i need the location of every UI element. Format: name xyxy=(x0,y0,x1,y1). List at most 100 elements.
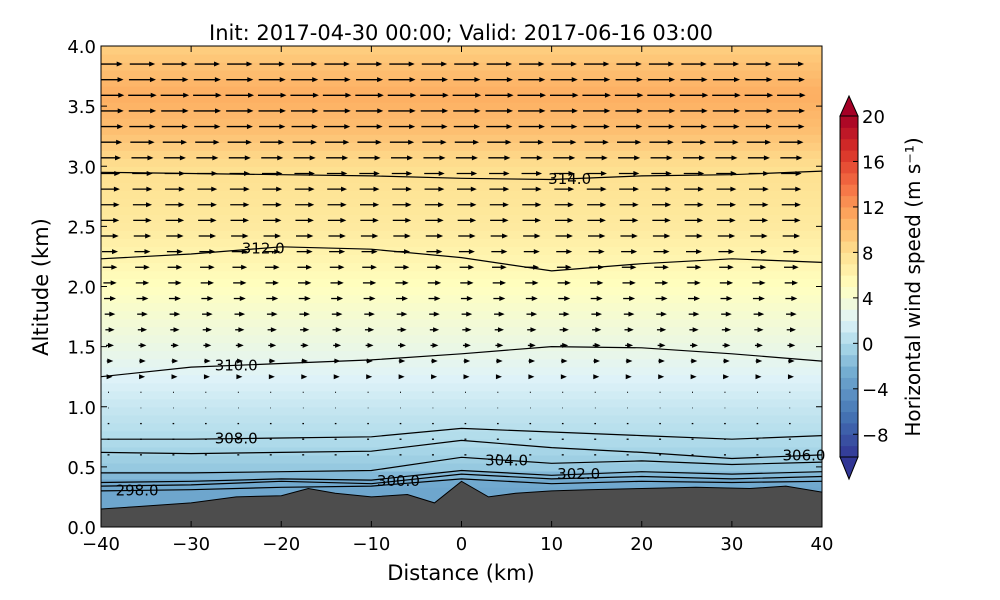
wind-arrow xyxy=(202,311,213,317)
wind-arrow xyxy=(615,108,643,114)
wind-arrow xyxy=(424,202,445,208)
colorbar-segment xyxy=(840,377,858,390)
wind-arrow xyxy=(300,327,310,333)
wind-arrow xyxy=(265,280,279,286)
wind-arrow xyxy=(690,374,697,380)
wind-arrow xyxy=(520,155,543,161)
wind-arrow xyxy=(723,358,730,364)
wind-speed-band xyxy=(101,334,822,344)
wind-arrow xyxy=(625,342,634,348)
wind-arrow xyxy=(745,77,773,83)
wind-arrow xyxy=(494,311,505,317)
theta-contour-label: 304.0 xyxy=(485,451,528,469)
wind-arrow xyxy=(457,202,477,208)
colorbar-tick-label: 20 xyxy=(862,107,885,128)
theta-contour-line xyxy=(101,456,822,474)
wind-speed-band xyxy=(101,94,822,103)
wind-speed-band xyxy=(101,102,822,111)
wind-arrow xyxy=(615,77,643,83)
wind-arrow xyxy=(323,108,351,114)
wind-arrow xyxy=(488,155,511,161)
wind-arrow xyxy=(105,327,115,333)
wind-arrow xyxy=(650,155,673,161)
wind-arrow xyxy=(586,170,607,176)
wind-arrow xyxy=(459,264,475,270)
wind-arrow xyxy=(298,280,312,286)
wind-arrow xyxy=(527,327,537,333)
colorbar-segment xyxy=(840,400,858,413)
x-tick-label: 30 xyxy=(720,534,743,555)
wind-speed-band xyxy=(101,302,822,312)
wind-arrow xyxy=(463,358,471,364)
wind-arrow xyxy=(324,61,350,67)
wind-arrow xyxy=(235,342,244,348)
wind-arrow xyxy=(396,311,408,317)
wind-arrow xyxy=(784,264,799,270)
wind-arrow xyxy=(327,202,347,208)
wind-arrow xyxy=(754,327,764,333)
wind-arrow xyxy=(746,61,772,67)
wind-arrow xyxy=(721,327,732,333)
colorbar-segment xyxy=(840,445,858,458)
wind-arrow xyxy=(783,249,800,255)
wind-arrow xyxy=(554,202,574,208)
wind-arrow xyxy=(226,77,254,83)
theta-contour-line xyxy=(101,439,822,460)
wind-arrow xyxy=(558,311,570,317)
wind-arrow xyxy=(712,77,740,83)
wind-arrow xyxy=(518,77,546,83)
wind-arrow xyxy=(647,108,676,114)
colorbar-extend-min xyxy=(839,456,859,481)
wind-arrow xyxy=(521,170,543,176)
wind-vector-field xyxy=(101,61,806,456)
wind-arrow xyxy=(128,92,157,98)
wind-arrow xyxy=(755,358,763,364)
x-tick-label: −10 xyxy=(352,534,390,555)
wind-arrow xyxy=(266,311,278,317)
wind-arrow xyxy=(258,77,286,83)
colorbar-segment xyxy=(840,116,858,128)
wind-arrow xyxy=(782,217,801,223)
wind-arrow xyxy=(327,217,347,223)
theta-contours xyxy=(101,170,822,492)
wind-arrow xyxy=(614,92,644,98)
wind-arrow xyxy=(139,374,146,380)
wind-arrow xyxy=(104,296,116,302)
wind-arrow xyxy=(549,92,579,98)
wind-arrow xyxy=(525,296,538,302)
colorbar-tick-label: 12 xyxy=(862,198,885,219)
wind-arrow xyxy=(131,155,154,161)
wind-arrow xyxy=(398,358,406,364)
wind-arrow xyxy=(719,264,734,270)
wind-arrow xyxy=(355,92,384,98)
wind-arrow xyxy=(268,358,276,364)
wind-arrow xyxy=(616,139,642,145)
wind-arrow xyxy=(619,186,640,192)
wind-arrow xyxy=(294,186,315,192)
wind-arrow xyxy=(393,233,411,239)
wind-arrow xyxy=(161,108,189,114)
wind-arrow xyxy=(363,296,376,302)
x-tick-label: −20 xyxy=(262,534,300,555)
wind-arrow xyxy=(625,374,632,380)
wind-arrow xyxy=(456,170,478,176)
wind-arrow xyxy=(259,124,286,130)
wind-arrow xyxy=(588,233,606,239)
wind-arrow xyxy=(486,61,513,67)
wind-arrow xyxy=(494,327,504,333)
wind-arrow xyxy=(101,124,124,130)
wind-speed-band xyxy=(101,462,822,472)
colorbar-label: Horizontal wind speed (m s⁻¹) xyxy=(901,137,925,436)
y-tick-label: 0.0 xyxy=(67,518,96,539)
wind-arrow xyxy=(101,77,124,83)
wind-arrow xyxy=(717,233,736,239)
wind-arrow xyxy=(752,296,765,302)
wind-arrow xyxy=(200,264,215,270)
wind-arrow xyxy=(527,342,536,348)
wind-arrow xyxy=(388,124,416,130)
wind-speed-band xyxy=(101,110,822,119)
wind-arrow xyxy=(268,342,277,348)
wind-arrow xyxy=(651,186,672,192)
wind-arrow xyxy=(169,311,181,317)
wind-arrow xyxy=(394,264,410,270)
